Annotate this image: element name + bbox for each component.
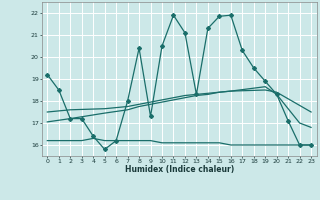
X-axis label: Humidex (Indice chaleur): Humidex (Indice chaleur): [124, 165, 234, 174]
